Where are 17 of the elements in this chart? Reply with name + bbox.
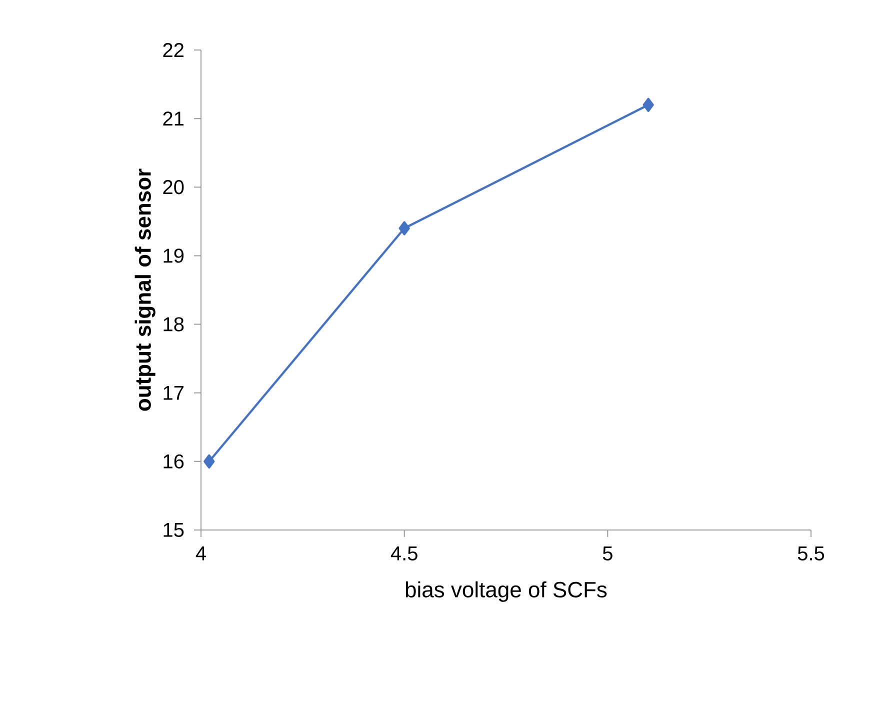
x-tick-label: 4 [196,546,206,560]
y-tick-label: 19 [164,248,184,263]
y-tick-label: 16 [164,454,184,469]
y-tick-label: 17 [164,386,184,400]
x-tick-label: 5 [602,546,612,560]
point [642,98,654,112]
y-tick-label: 21 [163,112,184,126]
y-tick-label: 22 [163,43,184,57]
y-tick-label: 15 [164,523,184,537]
x-tick-label: 4.5 [390,546,418,560]
y-tick-label: 20 [163,180,184,194]
x-axis-title: bias voltage of SCFs [406,581,607,602]
y-tick-label: 18 [164,317,184,332]
point [398,221,410,236]
point [204,454,215,468]
x-tick-label: 5.5 [798,546,824,560]
y-axis-title: output signal of sensor [134,168,156,411]
